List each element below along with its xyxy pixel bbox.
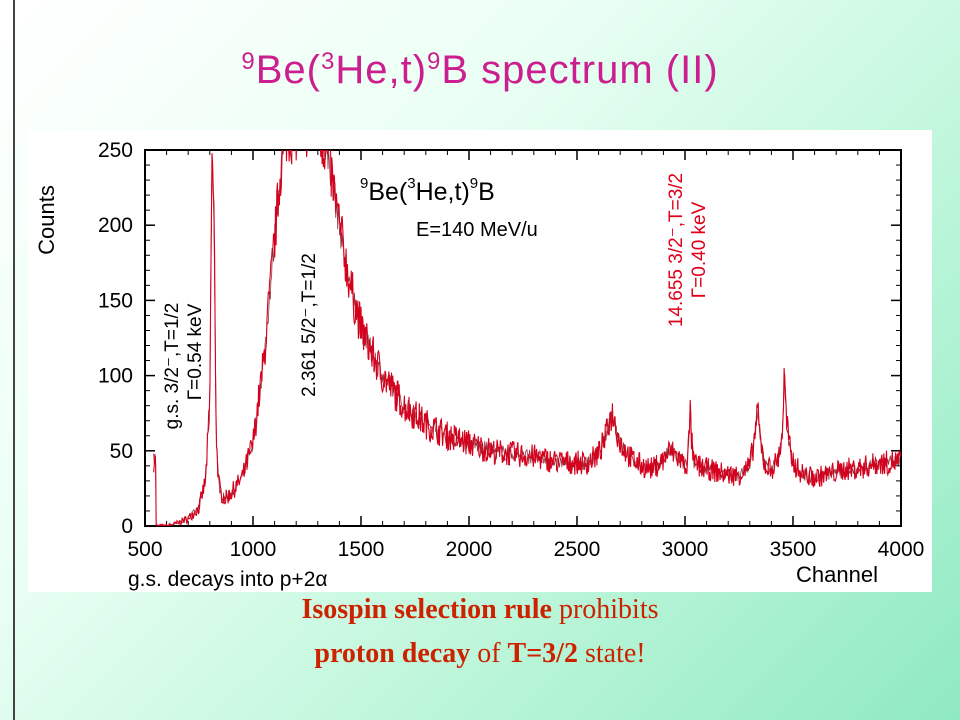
y-tick-label: 150 [98, 289, 133, 312]
x-tick-label: 1500 [338, 538, 385, 561]
y-tick-label: 250 [98, 139, 133, 162]
energy-label: E=140 MeV/u [416, 219, 538, 241]
reaction-label: 9Be(3He,t)9B [360, 175, 495, 206]
caption-line-2: proton decay of T=3/2 state! [314, 638, 646, 669]
gs-annotation-line2: Γ=0.54 keV [185, 303, 206, 400]
spectrum-chart: 500 1000 1500 2000 2500 3000 3500 4000 0 50 100 150… [28, 130, 932, 592]
spectrum-trace-line [153, 150, 901, 526]
y-axis-label: Counts [34, 185, 59, 255]
x-tick-label: 3500 [770, 538, 817, 561]
spectrum-trace [153, 150, 901, 526]
chart-background [28, 130, 932, 592]
x-tick-label: 500 [127, 538, 162, 561]
caption-line-1: Isospin selection rule prohibits [301, 594, 659, 625]
x-tick-label: 4000 [878, 538, 925, 561]
axes [144, 149, 902, 527]
x-tick-label: 2000 [446, 538, 493, 561]
x-tick-label: 3000 [662, 538, 709, 561]
y-tick-label: 0 [121, 515, 133, 538]
decay-note: g.s. decays into p+2α [128, 568, 328, 591]
gs-annotation-line1: g.s. 3/2⁻,T=1/2 [162, 303, 183, 430]
state3-annotation-line1: 14.655 3/2⁻,T=3/2 [666, 173, 687, 327]
x-tick-label: 1000 [230, 538, 277, 561]
x-tick-label: 2500 [554, 538, 601, 561]
x-axis-label: Channel [796, 562, 878, 587]
state2-annotation: 2.361 5/2⁻,T=1/2 [299, 253, 320, 397]
plot-frame [144, 149, 902, 527]
y-tick-label: 200 [98, 214, 133, 237]
left-border-line [13, 0, 15, 720]
slide-title: 9Be(3He,t)9B spectrum (II) [241, 48, 719, 92]
y-tick-label: 100 [98, 365, 133, 388]
state3-annotation-line2: Γ=0.40 keV [689, 201, 710, 298]
y-tick-label: 50 [110, 440, 133, 463]
tick-labels: 500 1000 1500 2000 2500 3000 3500 4000 0 50 100 150… [98, 139, 924, 561]
